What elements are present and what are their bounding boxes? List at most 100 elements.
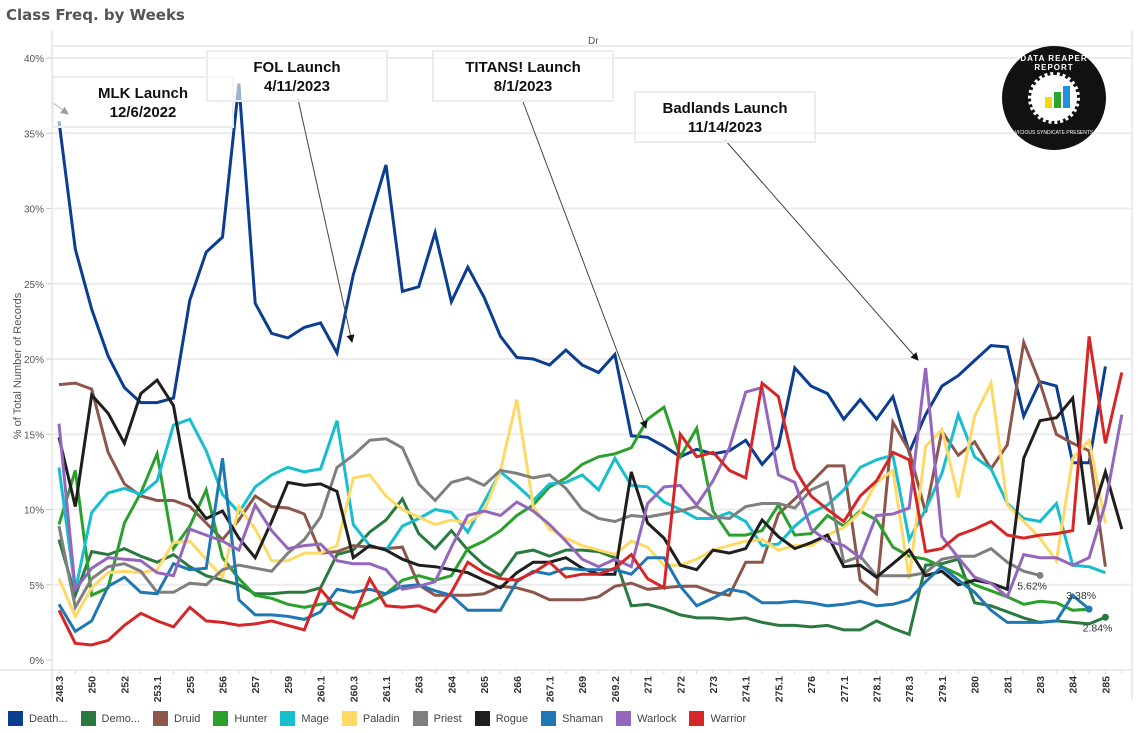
legend-label: Shaman bbox=[562, 712, 604, 725]
x-tick-label: 276 bbox=[806, 676, 818, 694]
legend-item-mage[interactable]: Mage bbox=[280, 711, 329, 726]
x-tick-label: 284 bbox=[1068, 676, 1080, 694]
annotation-fol-launch: FOL Launch 4/11/2023 bbox=[206, 50, 388, 102]
legend-label: Priest bbox=[433, 712, 462, 725]
x-tick-label: 281 bbox=[1002, 676, 1014, 694]
end-dot bbox=[1101, 613, 1109, 621]
legend-item-warrior[interactable]: Warrior bbox=[689, 711, 746, 726]
legend-label: Rogue bbox=[495, 712, 529, 725]
data-reaper-logo: DATA REAPER REPORT VICIOUS SYNDICATE PRE… bbox=[1002, 46, 1106, 150]
legend-swatch bbox=[689, 711, 705, 726]
series-line-death-knight bbox=[57, 83, 1107, 467]
logo-bar-green bbox=[1054, 92, 1061, 108]
legend-swatch bbox=[541, 711, 557, 726]
annotation-titans-date: 8/1/2023 bbox=[493, 78, 553, 95]
end-value-label: 2.84% bbox=[1083, 622, 1113, 634]
y-tick-label: 40% bbox=[24, 54, 44, 65]
legend-item-demon-hunter[interactable]: Demo... bbox=[80, 711, 141, 726]
logo-bar-yellow bbox=[1045, 97, 1052, 108]
x-tick-label: 257 bbox=[250, 676, 262, 694]
series-line-mage bbox=[57, 409, 1106, 592]
legend-swatch bbox=[213, 711, 229, 726]
logo-emblem bbox=[1028, 72, 1080, 124]
legend-swatch bbox=[412, 711, 428, 726]
column-header: Dr bbox=[588, 36, 599, 47]
legend-swatch bbox=[153, 711, 169, 726]
y-tick-label: 25% bbox=[24, 280, 44, 291]
legend-label: Warlock bbox=[637, 712, 677, 725]
x-tick-label: 256 bbox=[218, 676, 230, 694]
legend-label: Druid bbox=[174, 712, 201, 725]
x-tick-label: 263 bbox=[414, 676, 426, 694]
series-line-warlock bbox=[57, 367, 1124, 600]
x-tick-label: 267.1 bbox=[545, 676, 557, 702]
annotation-titans-title: TITANS! Launch bbox=[465, 59, 581, 76]
x-tick-label: 280 bbox=[970, 676, 982, 694]
logo-subtitle: VICIOUS SYNDICATE PRESENTS bbox=[1014, 130, 1094, 136]
legend-swatch bbox=[341, 711, 357, 726]
legend-swatch bbox=[8, 711, 23, 726]
y-tick-label: 30% bbox=[24, 205, 44, 216]
logo-title: DATA REAPER REPORT bbox=[1020, 54, 1088, 72]
legend-item-rogue[interactable]: Rogue bbox=[474, 711, 529, 726]
annotation-mlk-launch: MLK Launch 12/6/2022 bbox=[52, 76, 234, 128]
legend-item-death-knight[interactable]: Death... bbox=[8, 711, 68, 726]
x-tick-label: 283 bbox=[1035, 676, 1047, 694]
end-value-label: 3.38% bbox=[1066, 590, 1096, 602]
legend-swatch bbox=[80, 711, 96, 726]
legend-item-shaman[interactable]: Shaman bbox=[541, 711, 603, 726]
x-tick-label: 259 bbox=[283, 676, 295, 694]
annotation-fol-title: FOL Launch bbox=[253, 59, 341, 76]
legend-label: Demo... bbox=[101, 712, 141, 725]
x-tick-label: 272 bbox=[675, 676, 687, 694]
end-dot bbox=[1085, 605, 1093, 613]
end-dot bbox=[1036, 571, 1044, 579]
x-tick-label: 279.1 bbox=[937, 676, 949, 702]
logo-bar-blue bbox=[1063, 86, 1070, 108]
legend: Death... Demo... Druid Hunter Mage Paladin Pri… bbox=[8, 711, 759, 726]
y-tick-label: 5% bbox=[30, 581, 45, 592]
annotation-titans-launch: TITANS! Launch 8/1/2023 bbox=[432, 50, 614, 102]
chart-title: Class Freq. by Weeks bbox=[6, 6, 185, 24]
x-tick-label: 264 bbox=[446, 676, 458, 694]
x-tick-label: 261.1 bbox=[381, 676, 393, 702]
x-tick-label: 274.1 bbox=[741, 676, 753, 702]
x-tick-label: 255 bbox=[185, 676, 197, 694]
x-tick-label: 248.3 bbox=[54, 676, 66, 702]
annotation-badlands-title: Badlands Launch bbox=[662, 100, 788, 117]
x-tick-label: 275.1 bbox=[773, 676, 785, 702]
x-tick-label: 277.1 bbox=[839, 676, 851, 702]
legend-label: Paladin bbox=[362, 712, 400, 725]
y-tick-label: 35% bbox=[24, 129, 44, 140]
legend-item-hunter[interactable]: Hunter bbox=[213, 711, 267, 726]
legend-label: Hunter bbox=[234, 712, 268, 725]
annotation-mlk-title: MLK Launch bbox=[98, 85, 188, 102]
annotation-arrow-badlands-launch bbox=[724, 139, 919, 361]
legend-label: Death... bbox=[29, 712, 68, 725]
legend-label: Mage bbox=[301, 712, 329, 725]
x-tick-label: 266 bbox=[512, 676, 524, 694]
x-tick-label: 278.3 bbox=[904, 676, 916, 702]
x-tick-label: 278.1 bbox=[872, 676, 884, 702]
legend-item-priest[interactable]: Priest bbox=[412, 711, 462, 726]
legend-item-druid[interactable]: Druid bbox=[153, 711, 200, 726]
x-tick-label: 250 bbox=[87, 676, 99, 694]
x-tick-label: 260.1 bbox=[316, 676, 328, 702]
y-tick-label: 15% bbox=[24, 430, 44, 441]
annotation-fol-date: 4/11/2023 bbox=[264, 78, 330, 95]
legend-item-paladin[interactable]: Paladin bbox=[341, 711, 400, 726]
x-tick-label: 265 bbox=[479, 676, 491, 694]
x-tick-label: 285 bbox=[1100, 676, 1112, 694]
legend-item-warlock[interactable]: Warlock bbox=[616, 711, 676, 726]
y-tick-label: 10% bbox=[24, 506, 44, 517]
x-tick-label: 271 bbox=[643, 676, 655, 694]
annotation-arrow-fol-launch bbox=[297, 98, 355, 343]
annotation-badlands-launch: Badlands Launch 11/14/2023 bbox=[634, 91, 816, 143]
x-tick-label: 260.3 bbox=[348, 676, 360, 702]
x-tick-label: 273 bbox=[708, 676, 720, 694]
legend-swatch bbox=[474, 711, 490, 726]
x-tick-label: 269.2 bbox=[610, 676, 622, 702]
series-line-shaman bbox=[57, 458, 1091, 634]
series-line-warrior bbox=[57, 336, 1124, 647]
legend-swatch bbox=[280, 711, 296, 726]
